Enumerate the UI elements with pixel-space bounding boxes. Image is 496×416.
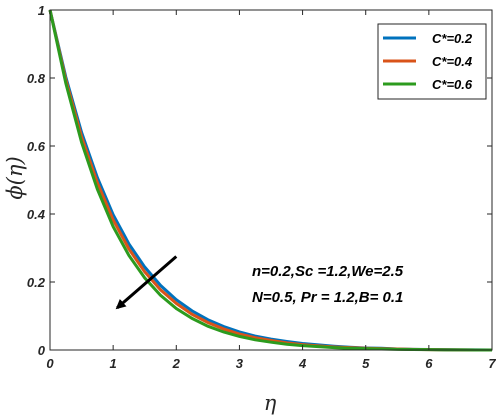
y-tick-label: 0.8: [27, 71, 46, 86]
x-tick-label: 7: [488, 356, 496, 371]
legend: C*=0.2 C*=0.4 C*=0.6: [377, 23, 487, 100]
x-tick-label: 5: [362, 356, 370, 371]
legend-label: C*=0.4: [432, 54, 473, 69]
x-axis-title: η: [264, 391, 277, 415]
plot-frame: [49, 9, 493, 351]
y-tick-label: 0.4: [27, 207, 46, 222]
y-tick-label: 0.2: [27, 275, 46, 290]
x-tick-label: 4: [298, 356, 307, 371]
x-tick-label: 1: [110, 356, 117, 371]
legend-label: C*=0.6: [432, 77, 473, 92]
legend-label: C*=0.2: [432, 31, 473, 46]
annotation-line-1: n=0.2,Sc =1.2,We=2.5: [252, 263, 404, 280]
x-tick-label: 0: [46, 356, 54, 371]
x-tick-label: 2: [172, 356, 181, 371]
y-axis-title: ϕ(η): [3, 156, 27, 199]
annotation-line-2: N=0.5, Pr = 1.2,B= 0.1: [252, 289, 403, 306]
y-tick-label: 0: [38, 343, 46, 358]
trend-arrow: [115, 255, 178, 310]
x-tick-label: 3: [236, 356, 244, 371]
y-tick-label: 0.6: [27, 139, 46, 154]
y-tick-label: 1: [38, 3, 45, 18]
x-tick-label: 6: [425, 356, 433, 371]
